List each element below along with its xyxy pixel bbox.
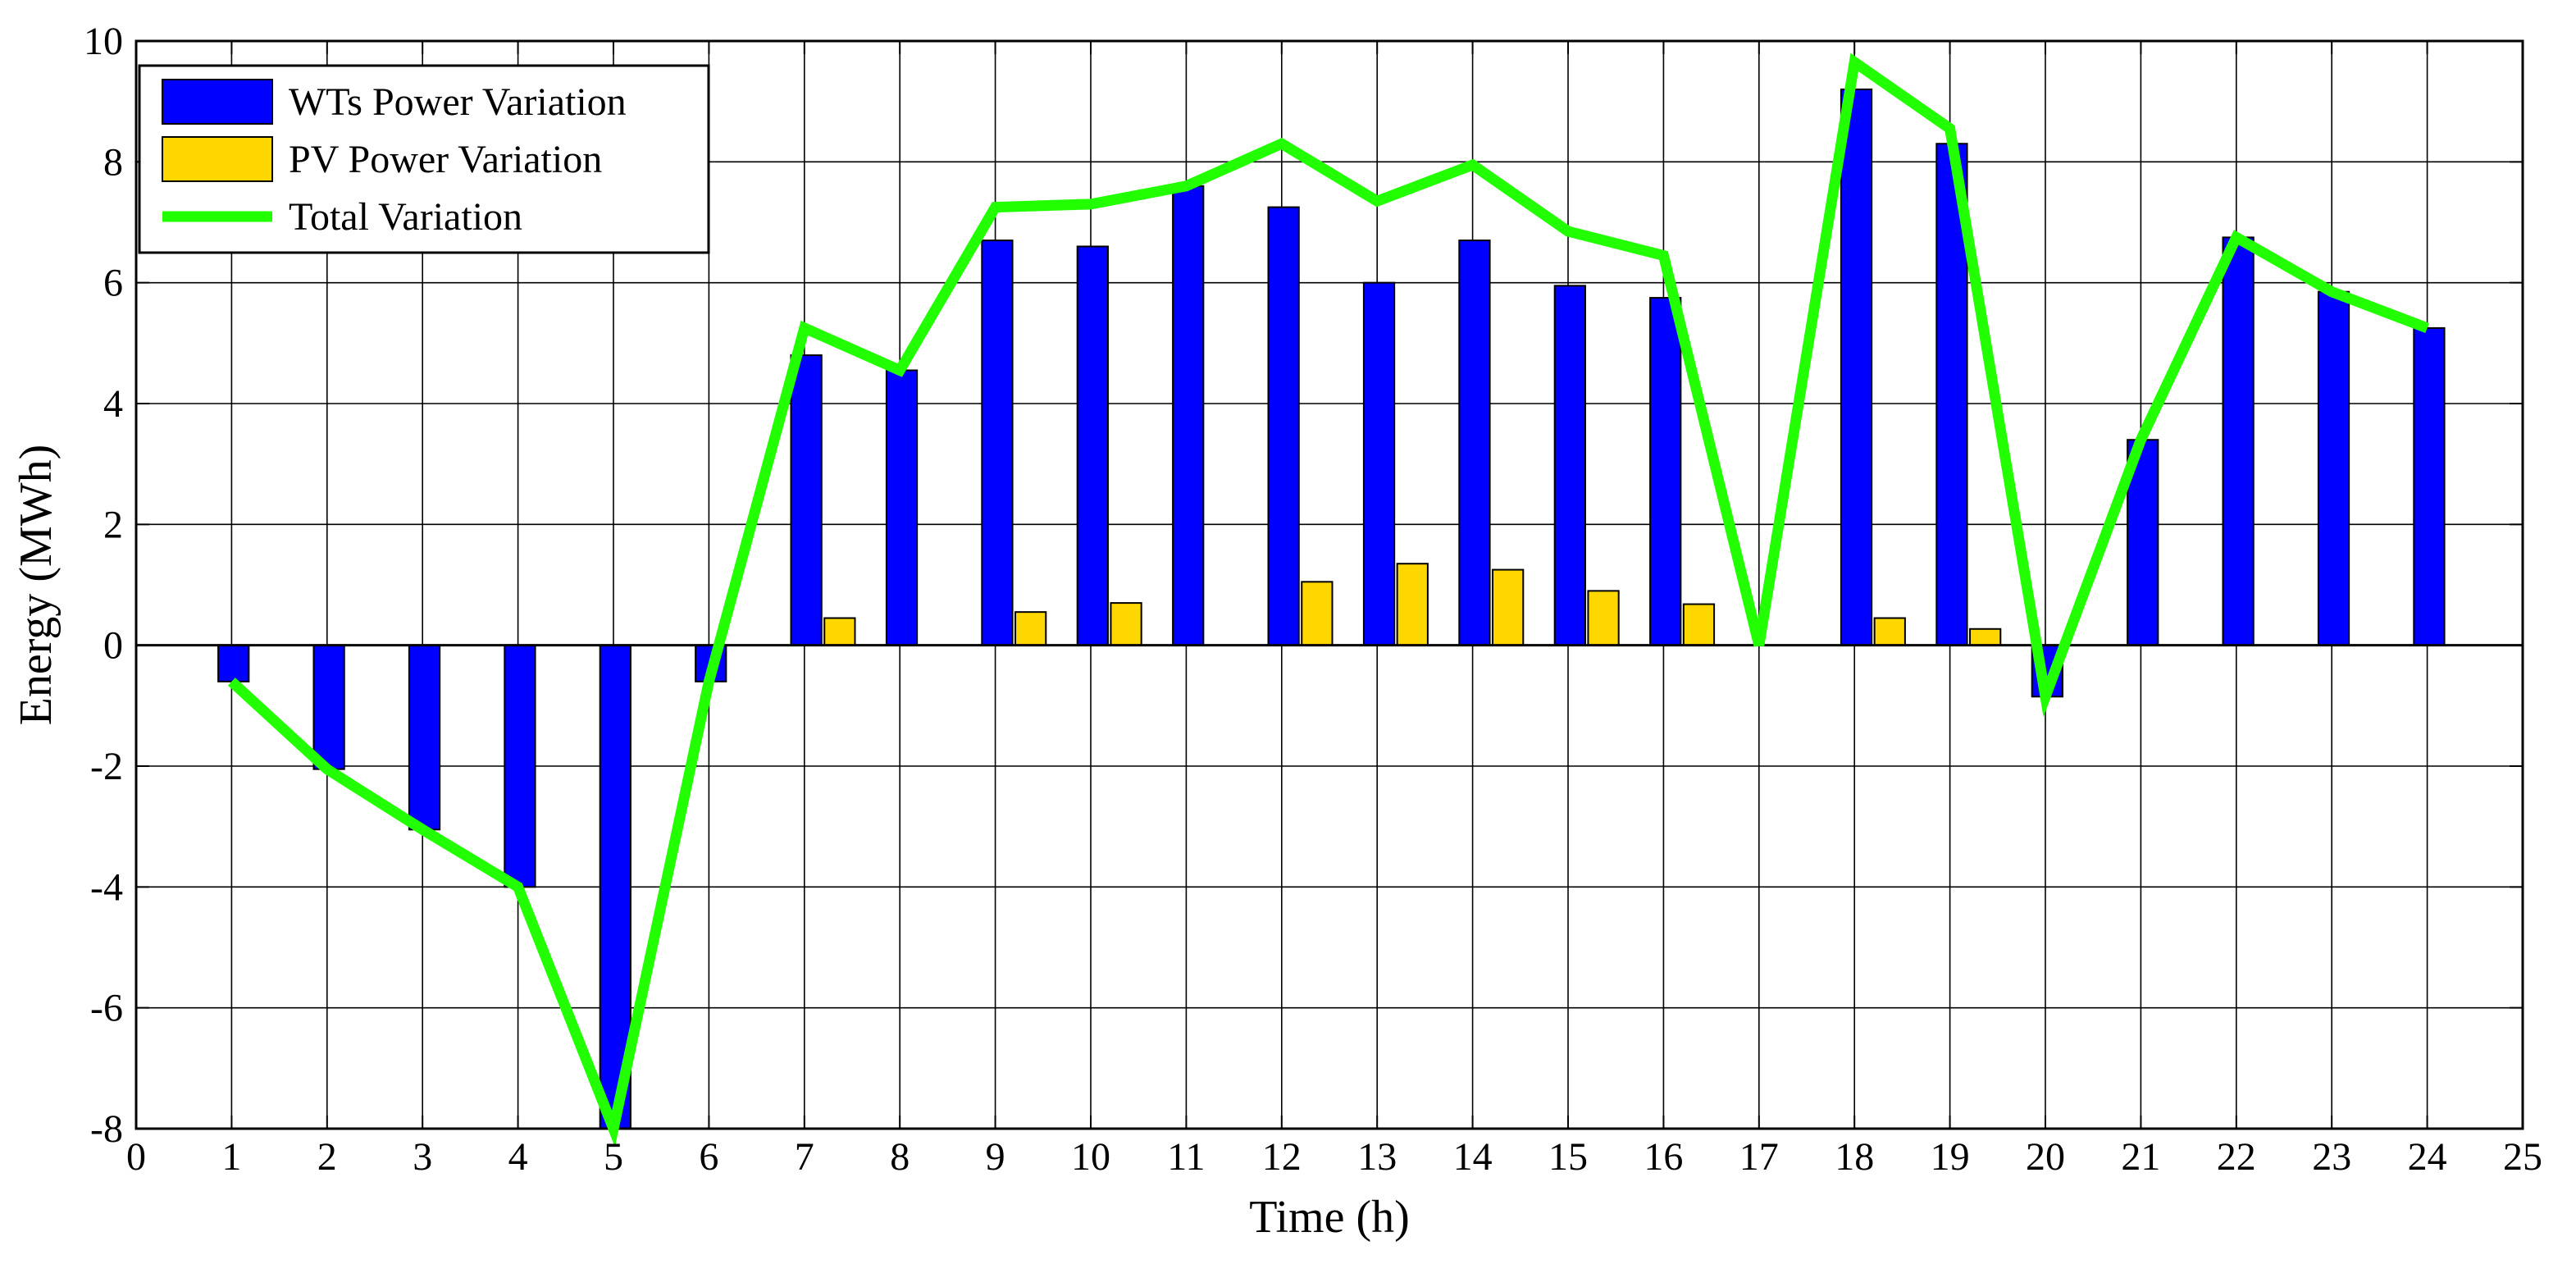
y-axis-title: Energy (MWh) — [11, 445, 62, 726]
bar-wts — [1172, 185, 1205, 646]
total-variation-line-group — [228, 52, 2429, 1148]
bar-pv — [823, 617, 856, 646]
bar-wts — [885, 369, 919, 646]
x-tick-label: 7 — [795, 1135, 814, 1179]
bar-pv — [1682, 603, 1716, 646]
bar-wts — [1840, 88, 1873, 646]
y-tick-label: 2 — [103, 503, 123, 546]
bar-wts — [504, 644, 536, 888]
bar-wts — [1553, 285, 1586, 646]
legend-label-pv: PV Power Variation — [289, 138, 602, 181]
bar-wts — [408, 644, 441, 831]
x-tick-label: 14 — [1453, 1135, 1493, 1179]
plot-border — [134, 39, 2524, 1130]
bars — [217, 88, 2446, 1129]
bar-wts — [981, 240, 1014, 646]
bar-wts — [1267, 206, 1300, 646]
bar-pv — [1873, 617, 1906, 646]
y-tick-label: -4 — [90, 865, 123, 909]
x-tick-label: 20 — [2026, 1135, 2065, 1179]
legend-swatch-pv — [162, 136, 273, 182]
x-tick-label: 1 — [221, 1135, 241, 1179]
bar-pv — [1969, 627, 2002, 646]
x-tick-label: 16 — [1644, 1135, 1683, 1179]
x-tick-label: 12 — [1262, 1135, 1302, 1179]
bar-wts — [312, 644, 345, 770]
x-tick-label: 13 — [1357, 1135, 1397, 1179]
bar-pv — [1587, 590, 1620, 646]
x-tick-label: 6 — [699, 1135, 718, 1179]
bar-pv — [1301, 581, 1334, 646]
x-tick-label: 3 — [413, 1135, 432, 1179]
x-axis-title: Time (h) — [1249, 1192, 1410, 1243]
x-tick-label: 21 — [2121, 1135, 2160, 1179]
legend: WTs Power Variation PV Power Variation T… — [138, 64, 710, 254]
y-tick-label: 10 — [84, 20, 123, 63]
bar-wts — [1076, 245, 1109, 646]
y-tick-label: -8 — [90, 1107, 123, 1151]
x-tick-label: 17 — [1739, 1135, 1779, 1179]
bar-pv — [1396, 563, 1429, 646]
y-tick-label: -2 — [90, 745, 123, 788]
bar-pv — [1492, 568, 1525, 646]
legend-label-wts: WTs Power Variation — [289, 80, 627, 124]
bar-wts — [2413, 326, 2446, 646]
y-tick-label: 6 — [103, 262, 123, 305]
x-tick-label: 22 — [2217, 1135, 2256, 1179]
tick-labels: 0 1 2 3 4 5 6 7 8 9 10 11 12 13 14 15 16 17 18 19 20 21 22 23 24… — [84, 20, 2542, 1179]
bar-pv — [1110, 602, 1142, 646]
x-tick-label: 11 — [1167, 1135, 1205, 1179]
x-tick-label: 24 — [2408, 1135, 2447, 1179]
bar-wts — [2222, 236, 2255, 646]
x-tick-label: 10 — [1071, 1135, 1110, 1179]
x-tick-label: 5 — [604, 1135, 623, 1179]
bar-wts — [1649, 297, 1682, 646]
x-tick-label: 19 — [1931, 1135, 1970, 1179]
bar-wts — [1362, 281, 1396, 646]
x-tick-label: 18 — [1835, 1135, 1874, 1179]
x-tick-label: 25 — [2503, 1135, 2542, 1179]
total-variation-line — [228, 52, 2429, 1148]
x-tick-label: 2 — [317, 1135, 337, 1179]
legend-label-total: Total Variation — [289, 195, 522, 239]
bar-wts — [217, 644, 250, 682]
y-tick-label: 8 — [103, 140, 123, 184]
bar-wts — [790, 354, 823, 646]
y-tick-label: -6 — [90, 987, 123, 1030]
bar-wts — [2317, 290, 2350, 646]
y-tick-label: 4 — [103, 382, 123, 426]
y-tick-label: 0 — [103, 624, 123, 668]
x-tick-label: 0 — [126, 1135, 146, 1179]
x-tick-label: 15 — [1548, 1135, 1588, 1179]
bar-pv — [1014, 611, 1047, 646]
x-tick-label: 4 — [508, 1135, 528, 1179]
x-tick-label: 23 — [2312, 1135, 2351, 1179]
x-tick-label: 9 — [986, 1135, 1005, 1179]
bar-wts — [1458, 240, 1491, 646]
legend-swatch-wts — [162, 79, 273, 125]
x-tick-label: 8 — [890, 1135, 910, 1179]
